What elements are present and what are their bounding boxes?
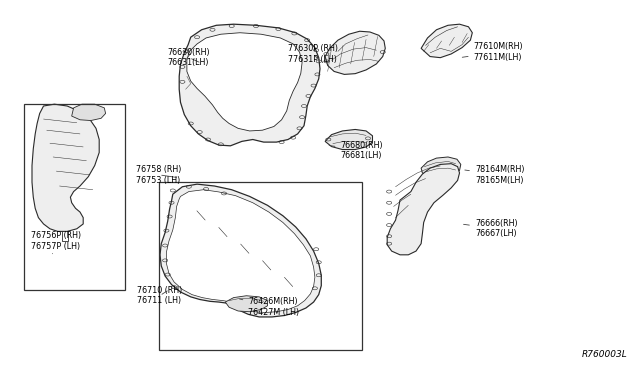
Bar (24, 104, 125, 290)
Polygon shape (325, 129, 372, 150)
Polygon shape (166, 190, 315, 312)
Text: 76630(RH)
76631(LH): 76630(RH) 76631(LH) (168, 48, 211, 67)
Text: R760003L: R760003L (582, 350, 627, 359)
Polygon shape (421, 24, 472, 58)
Polygon shape (421, 157, 461, 177)
Text: 78164M(RH)
78165M(LH): 78164M(RH) 78165M(LH) (465, 165, 524, 185)
Polygon shape (72, 104, 106, 121)
Text: 76710 (RH)
76711 (LH): 76710 (RH) 76711 (LH) (137, 286, 182, 305)
Polygon shape (387, 164, 460, 255)
Text: 76756P (RH)
76757P (LH): 76756P (RH) 76757P (LH) (31, 231, 81, 254)
Text: 76666(RH)
76667(LH): 76666(RH) 76667(LH) (463, 219, 518, 238)
Text: 77630P (RH)
77631P (LH): 77630P (RH) 77631P (LH) (288, 44, 338, 64)
Polygon shape (32, 104, 99, 231)
Text: 76758 (RH)
76753 (LH): 76758 (RH) 76753 (LH) (136, 165, 182, 185)
Bar (159, 182, 362, 350)
Polygon shape (187, 33, 302, 131)
Text: 76680(RH)
76681(LH): 76680(RH) 76681(LH) (329, 141, 383, 160)
Text: 77610M(RH)
77611M(LH): 77610M(RH) 77611M(LH) (462, 42, 524, 62)
Polygon shape (225, 296, 268, 312)
Polygon shape (160, 184, 321, 317)
Polygon shape (325, 31, 385, 74)
Text: 76426M(RH)
76427M (LH): 76426M(RH) 76427M (LH) (239, 297, 300, 317)
Polygon shape (179, 24, 320, 146)
